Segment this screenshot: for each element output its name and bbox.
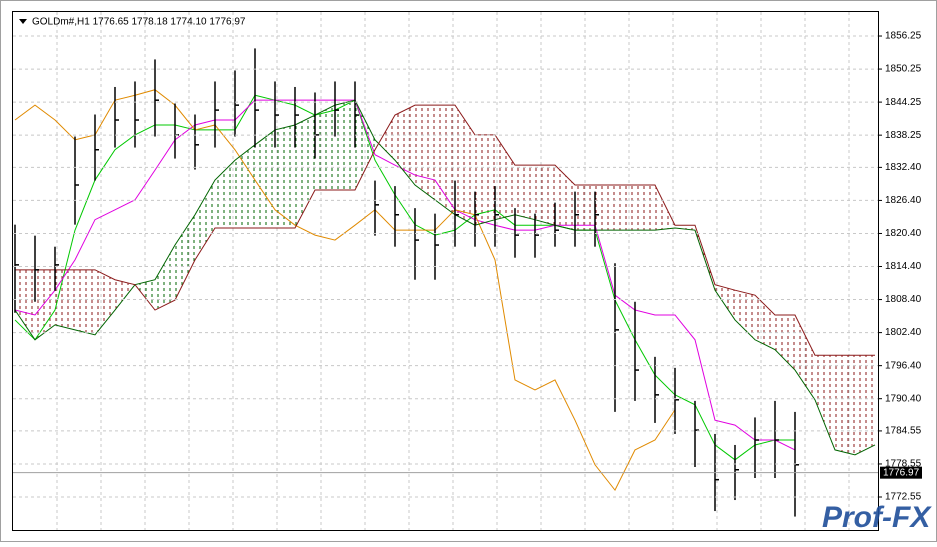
- y-tick-label: 1808.40: [885, 294, 922, 305]
- y-tick-label: 1826.40: [885, 195, 922, 206]
- cloud-segment: [335, 100, 355, 190]
- y-tick-label: 1796.40: [885, 360, 922, 371]
- plot-frame: [12, 11, 879, 531]
- y-tick-label: 1778.55: [885, 459, 922, 470]
- cloud-segment: [415, 105, 435, 200]
- y-tick-label: 1820.40: [885, 228, 922, 239]
- cloud-segment: [835, 355, 855, 455]
- watermark: Prof-FX: [822, 501, 932, 534]
- cloud-segment: [35, 269, 55, 340]
- cloud-segment: [55, 269, 75, 330]
- indicator-line: [15, 104, 875, 356]
- vertical-grid: [56, 12, 850, 530]
- menu-arrow[interactable]: [19, 19, 27, 24]
- cloud-segment: [495, 134, 515, 220]
- indicator-line: [14, 99, 876, 456]
- y-tick-label: 1772.55: [885, 492, 922, 503]
- y-tick-label: 1838.25: [885, 130, 922, 141]
- y-tick-label: 1790.40: [885, 393, 922, 404]
- y-tick-label: 1784.55: [885, 426, 922, 437]
- cloud-segment: [595, 185, 615, 231]
- cloud-segment: [635, 185, 655, 231]
- chart-title: GOLDm#,H1 1776.65 1778.18 1774.10 1776.9…: [32, 17, 246, 28]
- cloud-segment: [275, 124, 295, 228]
- cloud-segment: [775, 314, 795, 371]
- cloud-segment: [475, 134, 495, 226]
- cloud-segment: [115, 279, 135, 311]
- cloud-segment: [515, 165, 535, 220]
- y-tick-label: 1856.25: [885, 31, 922, 42]
- current-price-box: [880, 466, 922, 479]
- indicator-line: [14, 99, 796, 451]
- cloud-segment: [795, 314, 815, 400]
- cloud-segment: [95, 269, 115, 335]
- cloud-segment: [175, 214, 195, 301]
- cloud-segment: [255, 129, 275, 228]
- cloud-segment: [155, 245, 175, 311]
- cloud-segment: [435, 105, 455, 215]
- cloud-segment: [855, 355, 875, 455]
- cloud-segment: [215, 160, 235, 228]
- y-tick-label: 1802.40: [885, 327, 922, 338]
- cloud-segment: [575, 185, 595, 231]
- cloud-segment: [355, 100, 375, 190]
- cloud-segment: [375, 115, 395, 161]
- plot-area: [14, 48, 876, 517]
- indicator-line: [14, 94, 795, 461]
- y-tick-label: 1850.25: [885, 64, 922, 75]
- cloud-segment: [735, 290, 755, 340]
- cloud-segment: [655, 185, 675, 231]
- y-tick-label: 1832.40: [885, 162, 922, 173]
- current-price-label: 1776.97: [883, 467, 920, 478]
- cloud-segment: [75, 269, 95, 335]
- cloud-segment: [135, 279, 155, 311]
- cloud-segment: [815, 355, 835, 450]
- cloud-segment: [235, 144, 255, 228]
- cloud-segment: [295, 115, 315, 228]
- cloud-segment: [195, 180, 215, 260]
- cloud-segment: [395, 105, 415, 186]
- cloud-segment: [675, 225, 695, 231]
- cloud-segment: [535, 165, 555, 226]
- y-tick-label: 1814.40: [885, 261, 922, 272]
- cloud-segment: [615, 185, 635, 231]
- cloud-segment: [315, 105, 335, 190]
- cloud-segment: [715, 284, 735, 320]
- cloud-segment: [555, 165, 575, 231]
- cloud-segment: [15, 269, 35, 340]
- indicator-line: [14, 89, 676, 492]
- cloud-segment: [755, 295, 775, 350]
- y-tick-label: 1844.25: [885, 97, 922, 108]
